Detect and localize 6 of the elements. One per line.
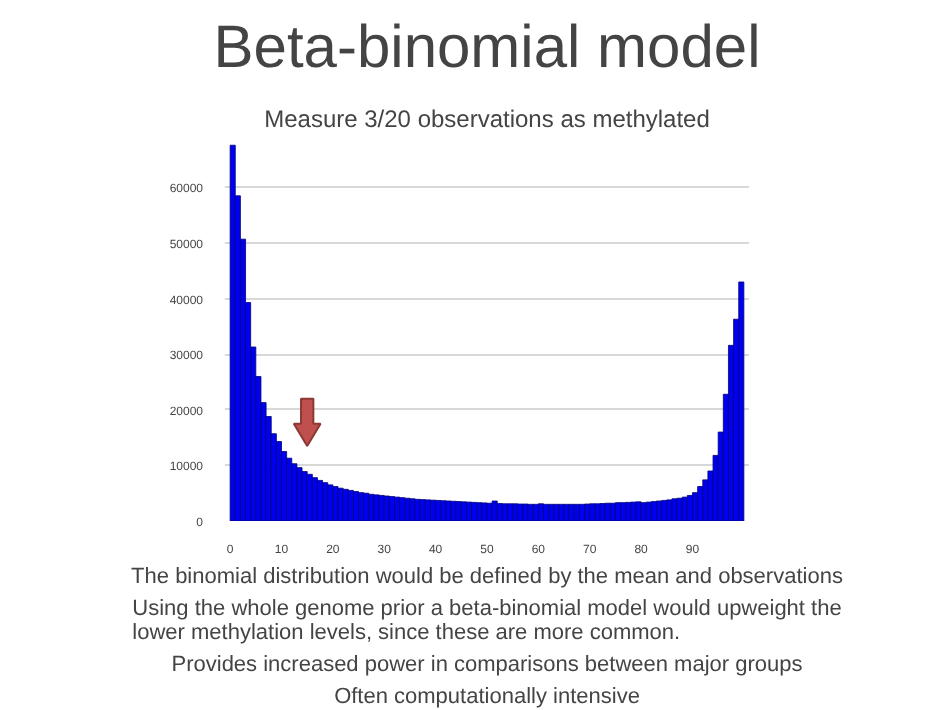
- text: Often computationally intensive: [334, 685, 640, 709]
- text: Provides increased power in comparisons between major groups: [171, 653, 804, 677]
- chart-subtitle: Measure 3/20 observations as methylated: [264, 105, 710, 133]
- chart-title: Beta-binomial model: [213, 15, 761, 81]
- text: Using the whole genome prior a beta-binomial model would upweight the lower methylation levels, since these are more common.: [132, 597, 842, 645]
- text: The binomial distribution would be defined by the mean and observations: [131, 565, 844, 589]
